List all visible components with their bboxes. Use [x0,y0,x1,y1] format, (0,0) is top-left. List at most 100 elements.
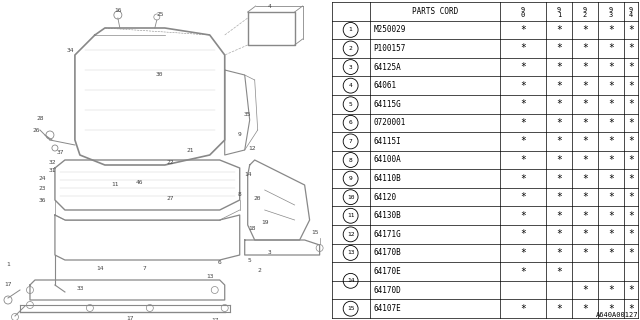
Text: *: * [608,99,614,109]
Text: 16: 16 [114,7,122,12]
Text: *: * [556,192,562,202]
Text: 2: 2 [583,12,587,18]
Text: 32: 32 [48,159,56,164]
Text: *: * [628,173,634,184]
Text: *: * [608,304,614,314]
Text: 4: 4 [268,4,271,9]
Text: *: * [608,44,614,53]
Text: *: * [520,304,526,314]
Text: *: * [582,248,588,258]
Text: 5: 5 [349,102,353,107]
Text: *: * [608,229,614,239]
Text: 64061: 64061 [374,81,397,90]
Text: 3: 3 [268,250,271,254]
Text: *: * [628,248,634,258]
Text: 20: 20 [254,196,261,201]
Text: 13: 13 [347,251,355,255]
Text: 24: 24 [38,175,45,180]
Text: *: * [520,44,526,53]
Text: 64171G: 64171G [374,230,401,239]
Text: *: * [628,25,634,35]
Text: 9: 9 [557,7,561,13]
Text: 13: 13 [206,274,214,278]
Text: 9: 9 [583,7,587,13]
Text: *: * [608,81,614,91]
Text: *: * [520,99,526,109]
Text: *: * [628,229,634,239]
Text: *: * [582,192,588,202]
Text: 30: 30 [156,73,164,77]
Text: *: * [582,136,588,147]
Text: *: * [582,155,588,165]
Text: 64170B: 64170B [374,248,401,258]
Text: *: * [556,99,562,109]
Text: 14: 14 [347,278,355,283]
Text: *: * [520,248,526,258]
Text: 14: 14 [244,172,252,178]
Text: 64115I: 64115I [374,137,401,146]
Text: *: * [520,81,526,91]
Text: *: * [582,62,588,72]
Text: 0: 0 [521,12,525,18]
Text: A640A00127: A640A00127 [595,312,638,318]
Text: 8: 8 [349,157,353,163]
Text: 64170D: 64170D [374,286,401,295]
Text: *: * [608,155,614,165]
Text: 3: 3 [609,12,613,18]
Text: *: * [628,155,634,165]
Text: *: * [556,155,562,165]
Text: *: * [582,173,588,184]
Text: *: * [582,211,588,221]
Text: 8: 8 [238,193,241,197]
Text: *: * [520,25,526,35]
Text: 64115G: 64115G [374,100,401,109]
Text: 22: 22 [166,159,173,164]
Text: *: * [608,136,614,147]
Text: 64130B: 64130B [374,211,401,220]
Text: 1: 1 [557,12,561,18]
Text: 37: 37 [56,149,63,155]
Text: *: * [628,99,634,109]
Text: 12: 12 [248,146,255,150]
Text: 9: 9 [521,7,525,13]
Text: 7: 7 [143,266,147,270]
Text: 4: 4 [349,83,353,88]
Text: 64125A: 64125A [374,62,401,72]
Text: *: * [608,62,614,72]
Text: *: * [628,192,634,202]
Text: 21: 21 [186,148,193,153]
Text: 9: 9 [629,7,633,13]
Text: *: * [582,81,588,91]
Text: *: * [520,229,526,239]
Text: 17: 17 [211,317,218,320]
Text: *: * [520,192,526,202]
Text: *: * [628,211,634,221]
Text: 11: 11 [111,182,118,188]
Text: *: * [628,81,634,91]
Text: 2: 2 [349,46,353,51]
Text: 25: 25 [156,12,164,17]
Text: *: * [582,25,588,35]
Text: M250029: M250029 [374,25,406,34]
Text: *: * [520,118,526,128]
Text: *: * [520,62,526,72]
Text: 1: 1 [6,262,10,268]
Text: 0720001: 0720001 [374,118,406,127]
Text: 19: 19 [261,220,268,225]
Text: *: * [520,136,526,147]
Text: 64107E: 64107E [374,304,401,313]
Text: 26: 26 [32,127,40,132]
Text: 33: 33 [76,285,84,291]
Text: *: * [520,211,526,221]
Text: *: * [582,99,588,109]
Text: 64120: 64120 [374,193,397,202]
Text: 31: 31 [48,167,56,172]
Text: *: * [608,192,614,202]
Text: *: * [556,304,562,314]
Text: *: * [520,173,526,184]
Text: *: * [608,211,614,221]
Text: 27: 27 [166,196,173,201]
Text: 64100A: 64100A [374,156,401,164]
Text: 9: 9 [609,7,613,13]
Text: *: * [608,248,614,258]
